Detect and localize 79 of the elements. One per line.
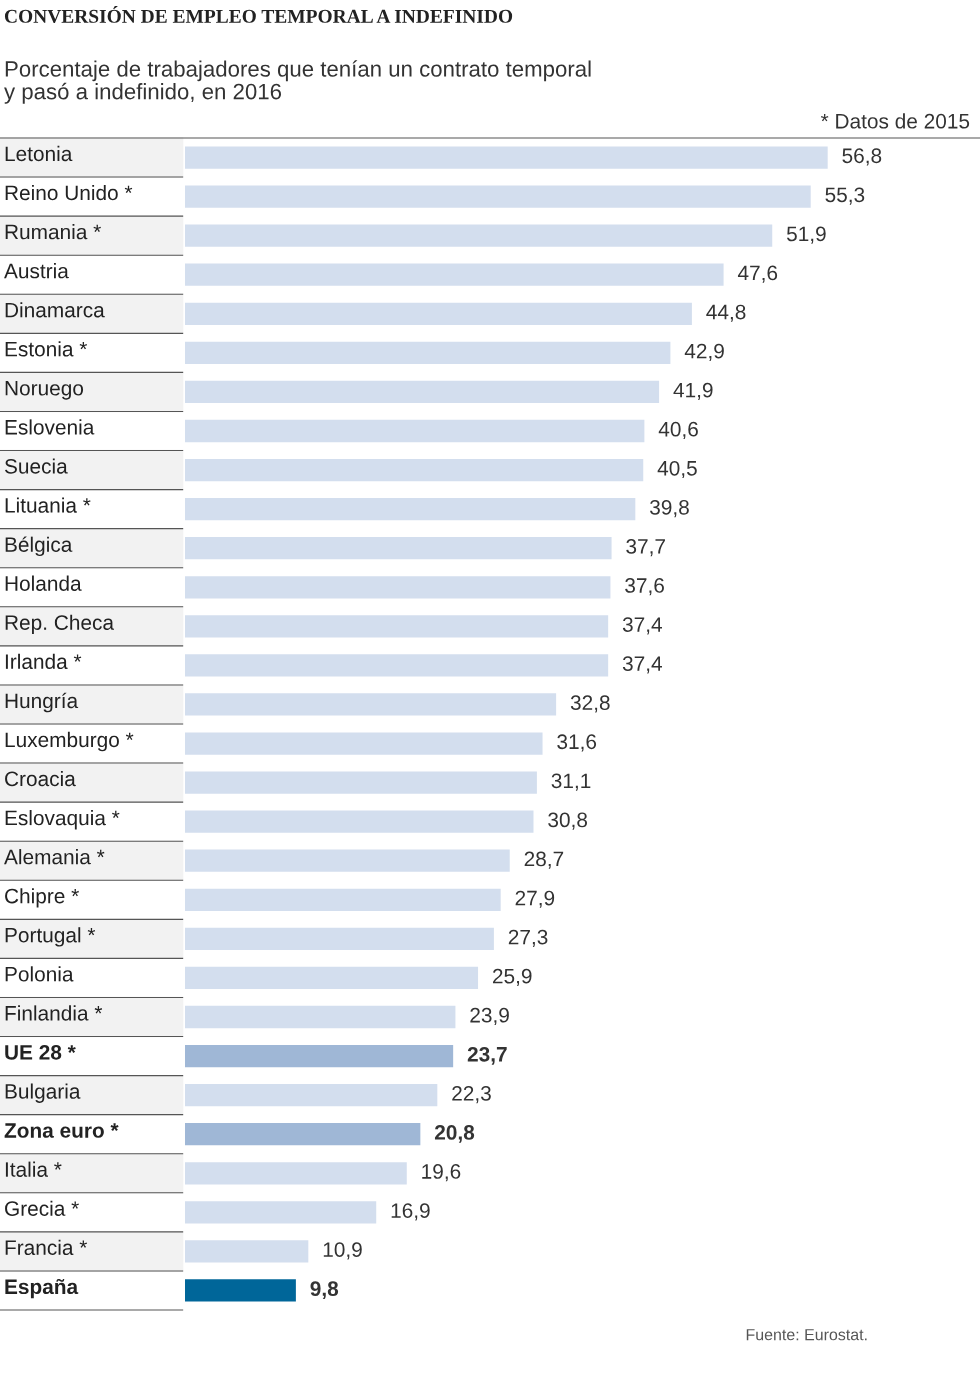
data-label: 9,8 [310, 1281, 339, 1300]
text: * Datos de 2015 [820, 113, 970, 129]
data-label: 22,3 [452, 1085, 491, 1104]
bar [185, 966, 479, 990]
y-tick-label: Austria [4, 263, 69, 279]
data-label: 31,6 [557, 734, 597, 752]
data-label: 32,8 [570, 695, 610, 713]
bar [185, 263, 724, 286]
bar [185, 1123, 421, 1146]
data-label: 30,8 [548, 812, 588, 830]
y-tick-label: Irlanda * [5, 653, 82, 670]
data-label: 20,8 [434, 1125, 475, 1143]
y-tick-label: Letonia [5, 145, 73, 162]
y-tick-label: Hungría [5, 692, 79, 713]
y-tick-label: Francia * [5, 1239, 88, 1256]
bar [185, 1279, 296, 1302]
y-tick-label: Noruego [5, 381, 84, 400]
y-tick-label: Portugal * [5, 927, 96, 947]
bar [185, 185, 811, 208]
data-label: 37,6 [625, 578, 664, 596]
bar [185, 1044, 454, 1068]
y-tick-label: Holanda [5, 575, 82, 591]
bar [185, 341, 671, 364]
data-label: 55,3 [825, 187, 865, 205]
bar [185, 419, 645, 443]
y-tick-label: España [5, 1278, 79, 1299]
y-tick-label: Rumania * [5, 224, 101, 240]
data-label: 31,1 [551, 773, 591, 791]
data-label: 16,9 [391, 1203, 430, 1221]
y-tick-label: Eslovenia [5, 419, 95, 435]
y-tick-label: Suecia [4, 458, 68, 474]
data-label: 40,5 [657, 460, 697, 479]
data-label: 51,9 [786, 226, 826, 244]
chart-title: CONVERSIÓN DE EMPLEO TEMPORAL A INDEFINIDO [4, 6, 513, 23]
y-tick-label: Rep. Checa [5, 614, 115, 635]
data-label: 37,7 [626, 539, 665, 557]
y-tick-label: Polonia [5, 966, 74, 982]
data-label: 25,9 [492, 968, 532, 986]
data-label: 27,9 [515, 890, 555, 908]
chart-subtitle: Porcentaje de trabajadores que tenían un contrato temporal y pasó a indefinido, en 2016 [4, 60, 591, 104]
bar [185, 888, 501, 911]
data-label: 56,8 [842, 148, 882, 166]
y-tick-label: Lituania * [5, 497, 91, 513]
y-tick-label: Alemania * [4, 849, 105, 865]
bar [185, 576, 611, 599]
data-label: 40,6 [658, 421, 698, 440]
data-label: 42,9 [684, 343, 724, 361]
y-tick-label: Bulgaria [5, 1083, 81, 1103]
y-tick-label: Finlandia * [5, 1005, 103, 1021]
data-label: 23,7 [467, 1046, 507, 1065]
data-label: 41,9 [673, 382, 713, 400]
data-label: 23,9 [470, 1007, 509, 1026]
data-label: 37,4 [622, 617, 662, 635]
y-tick-label: Zona euro * [4, 1123, 119, 1138]
y-tick-label: Croacia [5, 770, 76, 787]
data-label: 44,8 [706, 304, 746, 322]
data-label: 19,6 [422, 1164, 461, 1182]
data-label: 28,7 [524, 851, 564, 869]
data-label: 10,9 [323, 1242, 362, 1260]
y-tick-label: UE 28 * [5, 1044, 76, 1060]
data-label: 39,8 [650, 499, 689, 518]
data-label: 27,3 [508, 929, 548, 947]
bar [185, 654, 609, 677]
y-tick-label: Estonia * [5, 341, 88, 357]
data-label: 37,4 [622, 656, 662, 674]
source-note: Fuente: Eurostat. [746, 1329, 867, 1341]
y-tick-label: Chipre * [5, 888, 79, 908]
bar [185, 732, 543, 755]
y-tick-label: Bélgica [5, 536, 73, 557]
bar [185, 810, 534, 833]
bar [185, 1201, 377, 1224]
bar [185, 498, 636, 521]
y-tick-label: Luxemburgo * [5, 731, 134, 752]
y-tick-label: Italia * [5, 1161, 62, 1177]
data-label: 47,6 [737, 265, 778, 283]
y-tick-label: Eslovaquia * [5, 810, 120, 830]
y-tick-label: Grecia * [5, 1200, 79, 1216]
y-tick-label: Dinamarca [5, 302, 105, 318]
y-tick-label: Reino Unido * [5, 184, 133, 201]
